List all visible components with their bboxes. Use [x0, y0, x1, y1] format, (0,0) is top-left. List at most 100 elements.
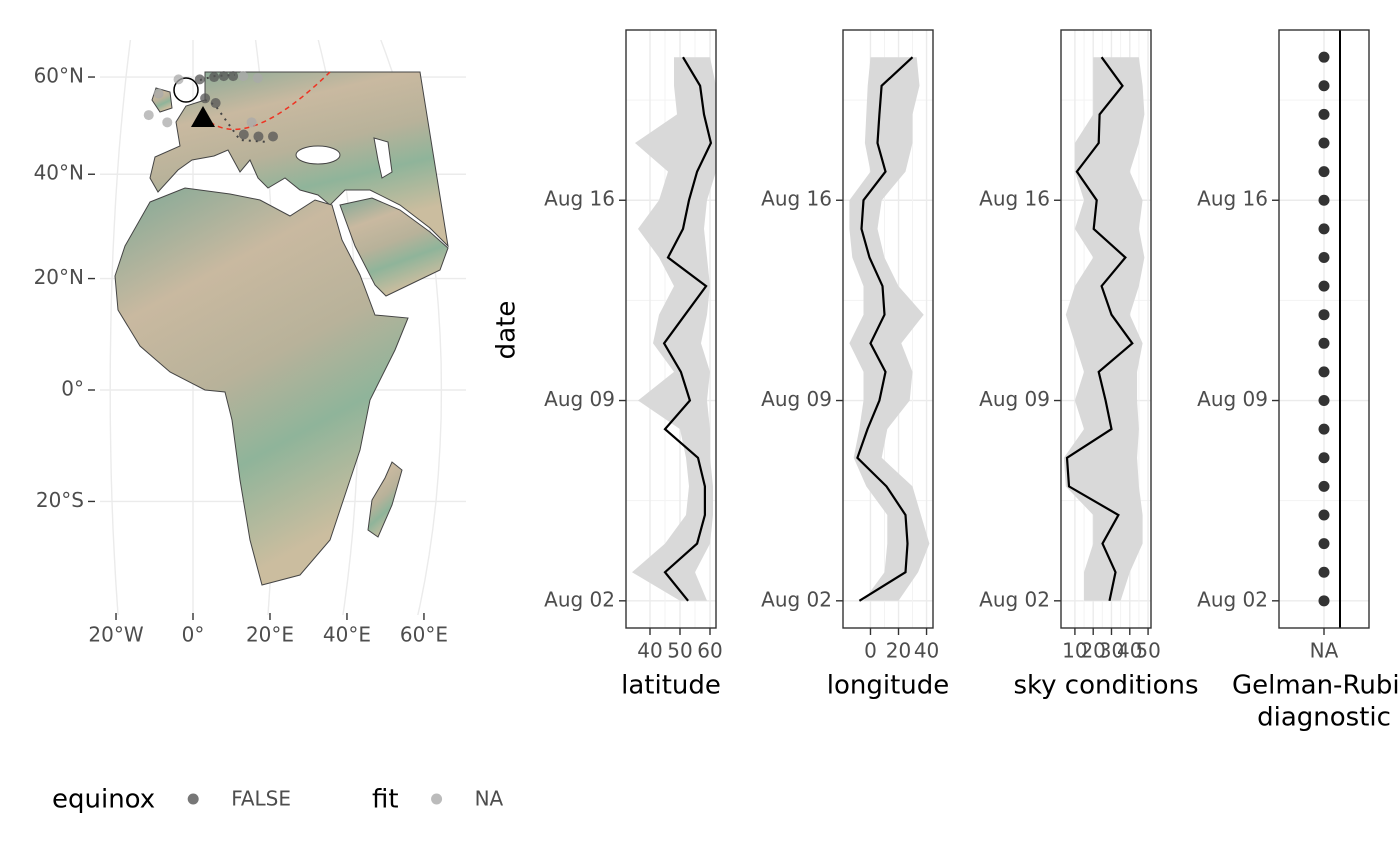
y-tick-label: 0° — [61, 377, 84, 401]
map-point — [162, 117, 173, 128]
y-tick-label: Aug 02 — [544, 587, 615, 611]
africa — [114, 187, 409, 586]
x-tick-label: 60°E — [400, 623, 448, 647]
map-point — [218, 71, 229, 82]
panel-border — [842, 29, 934, 629]
x-tick-label: 40 — [637, 639, 662, 663]
x-axis-title: diagnostic — [1257, 703, 1391, 733]
x-tick-label: 0° — [182, 623, 205, 647]
y-tick-label: 20°S — [36, 488, 84, 512]
black-sea — [295, 145, 341, 165]
point — [1318, 108, 1330, 120]
point — [1318, 538, 1330, 550]
map-point — [210, 98, 221, 109]
range-arc — [209, 71, 331, 131]
x-axis-title: longitude — [827, 671, 950, 701]
map-points — [143, 71, 278, 142]
map-point — [228, 71, 239, 82]
map-point — [238, 129, 249, 140]
land — [114, 71, 449, 586]
y-tick-label: Aug 09 — [761, 387, 832, 411]
line — [856, 56, 914, 602]
line — [1065, 56, 1134, 602]
x-tick-label: 20 — [1080, 639, 1105, 663]
caspian — [373, 137, 393, 179]
map-point — [246, 117, 257, 128]
x-tick-label: 40 — [1117, 639, 1142, 663]
legend-label: NA — [475, 787, 504, 811]
point — [1318, 395, 1330, 407]
legend-label: FALSE — [231, 787, 291, 811]
y-tick-label: Aug 16 — [1197, 187, 1268, 211]
x-tick-label: 20 — [886, 639, 911, 663]
grid-line — [109, 40, 132, 615]
point — [1318, 366, 1330, 378]
point — [1318, 337, 1330, 349]
ribbon — [849, 57, 930, 601]
release-site — [173, 77, 199, 103]
map-point — [143, 110, 154, 121]
x-tick-label: 0 — [864, 639, 877, 663]
map-point — [200, 93, 211, 104]
x-tick-label: 60 — [697, 639, 722, 663]
point — [1318, 480, 1330, 492]
legend-title: fit — [372, 785, 399, 815]
point — [1318, 452, 1330, 464]
y-tick-label: Aug 16 — [544, 187, 615, 211]
y-axis-title: date — [492, 301, 522, 360]
x-tick-label: 20°E — [246, 623, 294, 647]
x-tick-label: 20°W — [88, 623, 143, 647]
point — [1318, 566, 1330, 578]
line — [662, 56, 713, 602]
panel-border — [625, 29, 717, 629]
madagascar — [367, 461, 403, 538]
x-tick-label: 30 — [1099, 639, 1124, 663]
point — [1318, 194, 1330, 206]
map-point — [238, 71, 249, 82]
y-tick-label: Aug 09 — [1197, 387, 1268, 411]
seas — [295, 137, 393, 179]
arabia — [339, 197, 449, 297]
panel-border — [1278, 29, 1370, 629]
y-tick-label: 60°N — [34, 64, 84, 88]
point — [1318, 251, 1330, 263]
map-point — [252, 72, 263, 83]
y-tick-label: Aug 02 — [761, 587, 832, 611]
point — [1318, 137, 1330, 149]
point — [1318, 280, 1330, 292]
point — [1318, 309, 1330, 321]
x-tick-label: NA — [1310, 639, 1339, 663]
map-point — [173, 74, 184, 85]
deployment-site — [191, 106, 215, 127]
x-axis-title: Gelman-Rubin — [1232, 671, 1400, 701]
x-tick-label: 10 — [1062, 639, 1087, 663]
point — [1318, 423, 1330, 435]
point — [1318, 223, 1330, 235]
y-tick-label: Aug 09 — [979, 387, 1050, 411]
x-axis-title: latitude — [621, 671, 721, 701]
map-point — [209, 72, 220, 83]
x-tick-label: 40°E — [323, 623, 371, 647]
x-tick-label: 40 — [914, 639, 939, 663]
map-point — [153, 88, 164, 99]
x-axis-title: sky conditions — [1013, 671, 1198, 701]
legend-key — [187, 793, 199, 805]
panel-border — [1060, 29, 1152, 629]
map-point — [253, 131, 264, 142]
point — [1318, 509, 1330, 521]
legend-title: equinox — [52, 785, 155, 815]
map-point — [194, 74, 205, 85]
map-point — [267, 131, 278, 142]
point — [1318, 80, 1330, 92]
y-tick-label: Aug 02 — [1197, 587, 1268, 611]
ribbon — [1063, 57, 1145, 601]
y-tick-label: Aug 02 — [979, 587, 1050, 611]
y-tick-label: Aug 16 — [979, 187, 1050, 211]
y-tick-label: 40°N — [34, 161, 84, 185]
x-tick-label: 50 — [1135, 639, 1160, 663]
y-tick-label: 20°N — [34, 265, 84, 289]
point — [1318, 166, 1330, 178]
y-tick-label: Aug 09 — [544, 387, 615, 411]
